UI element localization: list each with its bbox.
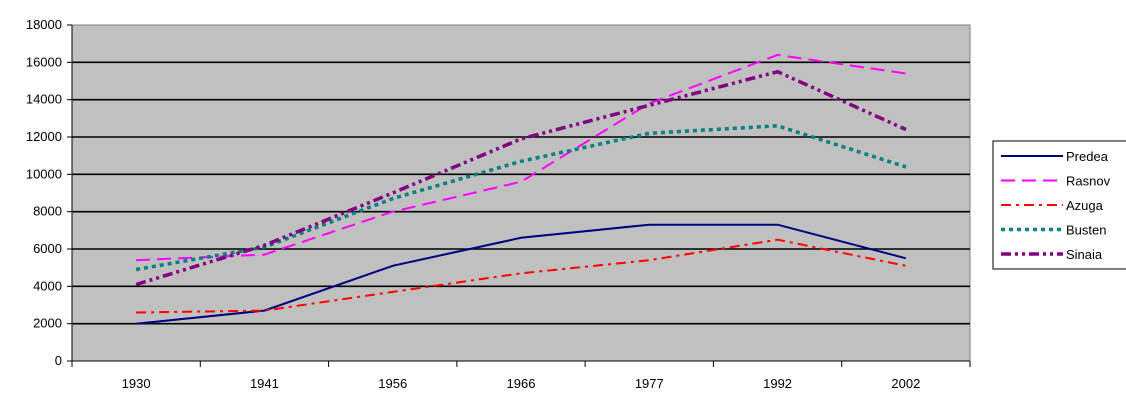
legend-label-predeal: Predea <box>1066 149 1109 164</box>
x-tick-label: 1930 <box>122 376 151 391</box>
y-tick-label: 6000 <box>33 241 62 256</box>
x-tick-label: 1956 <box>378 376 407 391</box>
x-tick-label: 1992 <box>763 376 792 391</box>
y-axis: 0 2000 4000 6000 8000 10000 12000 14000 16000 180… <box>26 17 73 368</box>
legend-label-busteni: Busten <box>1066 223 1106 238</box>
legend-label-sinaia: Sinaia <box>1066 247 1103 262</box>
y-tick-label: 4000 <box>33 278 62 293</box>
y-tick-label: 0 <box>55 353 62 368</box>
x-tick-label: 2002 <box>891 376 920 391</box>
y-tick-label: 14000 <box>26 92 62 107</box>
x-tick-label: 1966 <box>507 376 536 391</box>
plot-area <box>71 24 971 362</box>
x-tick-label: 1941 <box>250 376 279 391</box>
y-tick-label: 18000 <box>26 17 62 32</box>
x-axis: 1930 1941 1956 1966 1977 1992 2002 <box>71 360 971 391</box>
y-tick-label: 16000 <box>26 54 62 69</box>
series-line-azuga <box>136 238 907 314</box>
series-line-predeal <box>135 223 907 325</box>
y-tick-label: 2000 <box>33 316 62 331</box>
legend-label-rasnov: Rasnov <box>1066 174 1111 189</box>
y-tick-label: 12000 <box>26 129 62 144</box>
gridlines <box>72 61 970 325</box>
series-group <box>135 53 907 325</box>
legend-box <box>992 140 1126 270</box>
x-tick-label: 1977 <box>635 376 664 391</box>
y-tick-label: 8000 <box>33 204 62 219</box>
y-tick-label: 10000 <box>26 166 62 181</box>
series-line-sinaia <box>135 69 907 287</box>
legend: Predea Rasnov Azuga Busten Sinaia <box>992 140 1126 270</box>
series-line-rasnov <box>136 53 907 262</box>
legend-label-azuga: Azuga <box>1066 198 1104 213</box>
